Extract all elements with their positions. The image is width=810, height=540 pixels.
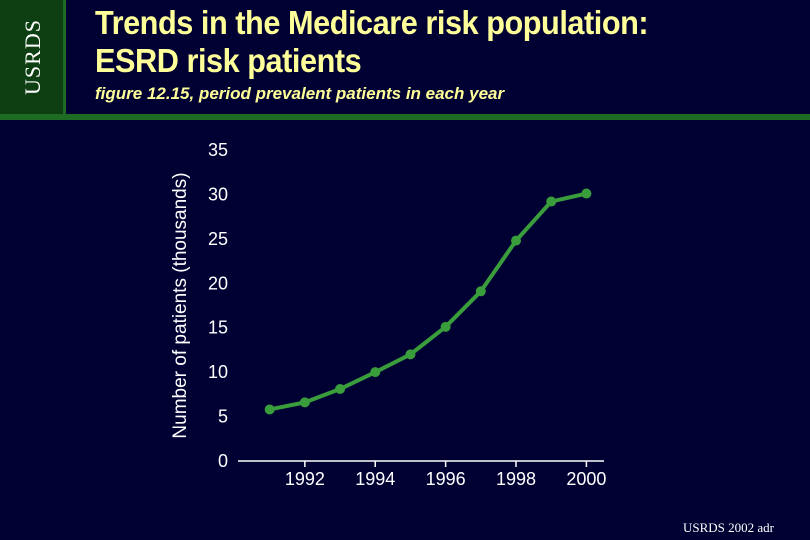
y-axis-title: Number of patients (thousands): [170, 172, 191, 438]
data-point: [475, 286, 486, 297]
data-point: [440, 321, 451, 332]
x-axis: 1992 1994 1996 1998 2000: [238, 460, 606, 489]
usrds-logo: USRDS: [0, 0, 66, 114]
slide-subtitle: figure 12.15, period prevalent patients …: [95, 84, 505, 103]
y-tick-label: 25: [208, 229, 228, 249]
series-line: [269, 191, 587, 412]
footer-source: USRDS 2002 adr: [682, 520, 774, 535]
x-tick-label: 1996: [426, 469, 466, 489]
slide-title: Trends in the Medicare risk population: …: [95, 4, 649, 80]
y-tick-label: 0: [218, 451, 228, 471]
series-group: [264, 188, 592, 415]
y-axis: 0 5 10 15 20 25 30 35: [208, 140, 228, 471]
data-point: [335, 384, 346, 395]
x-tick-label: 1992: [285, 469, 325, 489]
title-line-2: ESRD risk patients: [95, 42, 362, 79]
slide-header: USRDS Trends in the Medicare risk popula…: [0, 0, 810, 122]
y-tick-label: 5: [218, 407, 228, 427]
data-point: [546, 196, 557, 207]
y-tick-label: 10: [208, 362, 228, 382]
y-tick-label: 30: [208, 184, 228, 204]
data-point: [405, 349, 416, 360]
data-point: [511, 235, 522, 246]
data-point: [370, 367, 381, 378]
data-point: [299, 397, 310, 408]
y-tick-label: 15: [208, 318, 228, 338]
x-tick-label: 2000: [566, 469, 606, 489]
data-point: [581, 188, 592, 199]
x-tick-label: 1994: [355, 469, 395, 489]
x-tick-label: 1998: [496, 469, 536, 489]
y-tick-label: 35: [208, 140, 228, 160]
y-tick-label: 20: [208, 273, 228, 293]
header-divider: [0, 114, 810, 120]
title-line-1: Trends in the Medicare risk population:: [95, 4, 649, 41]
data-point: [264, 404, 275, 415]
